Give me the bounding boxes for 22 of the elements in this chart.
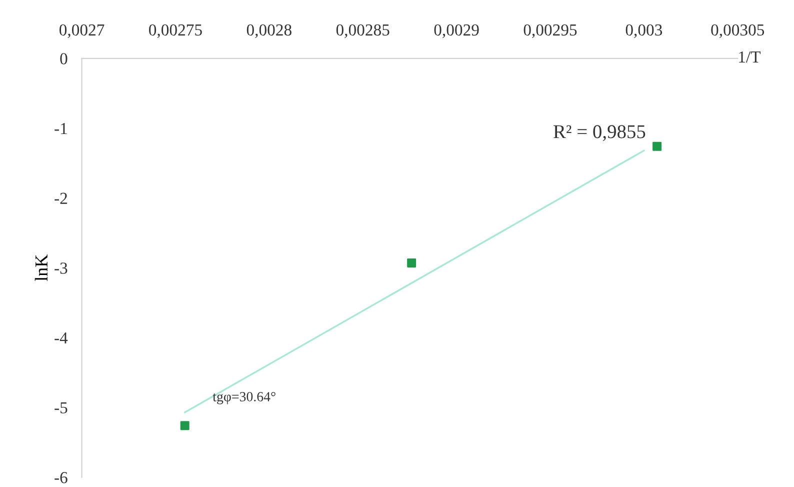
- point: [407, 258, 416, 268]
- x-tick-label: 0,00275: [149, 24, 202, 38]
- y-axis-title: lnK: [34, 254, 48, 282]
- x-tick-label: 0,0029: [434, 24, 479, 38]
- annotation: R² = 0,9855: [554, 125, 646, 142]
- y-tick-label: -3: [54, 262, 68, 274]
- x-tick-label: 0,00295: [524, 24, 577, 38]
- y-tick-label: -4: [54, 332, 68, 344]
- y-tick-label: -6: [54, 472, 68, 484]
- y-tick-label: -5: [54, 402, 68, 414]
- annotation: tgφ=30.64°: [212, 392, 276, 404]
- y-tick-label: 0: [60, 53, 68, 64]
- y-tick-label: -2: [54, 192, 67, 204]
- point: [180, 421, 190, 430]
- x-tick-label: 0,0027: [60, 24, 104, 38]
- point: [652, 142, 662, 151]
- x-tick-label: 0,0028: [246, 24, 292, 38]
- x-tick-label: 0,003: [626, 24, 662, 38]
- y-tick-label: -1: [54, 123, 67, 134]
- x-axis-title: 1/T: [739, 51, 760, 63]
- x-tick-label: 0,00285: [336, 24, 390, 38]
- x-tick-label: 0,00305: [711, 24, 764, 38]
